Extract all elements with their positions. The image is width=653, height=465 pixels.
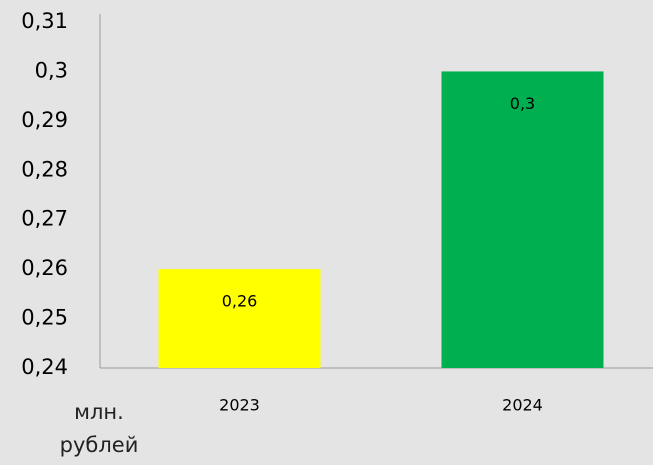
bar: [441, 71, 604, 368]
value-label: 0,26: [222, 292, 258, 311]
y-tick-label: 0,25: [21, 306, 68, 330]
y-tick-label: 0,24: [21, 355, 68, 379]
x-tick-label: 2023: [219, 396, 260, 415]
value-label: 0,3: [510, 94, 535, 113]
y-tick-label: 0,29: [21, 108, 68, 132]
y-tick-label: 0,31: [21, 9, 68, 33]
y-tick-label: 0,3: [35, 58, 68, 82]
y-tick-label: 0,28: [21, 157, 68, 181]
bar: [158, 269, 321, 368]
y-tick-label: 0,27: [21, 207, 68, 231]
y-tick-label: 0,26: [21, 256, 68, 280]
x-tick-label: 2024: [502, 396, 543, 415]
y-axis-label: млн. рублей: [59, 400, 139, 457]
